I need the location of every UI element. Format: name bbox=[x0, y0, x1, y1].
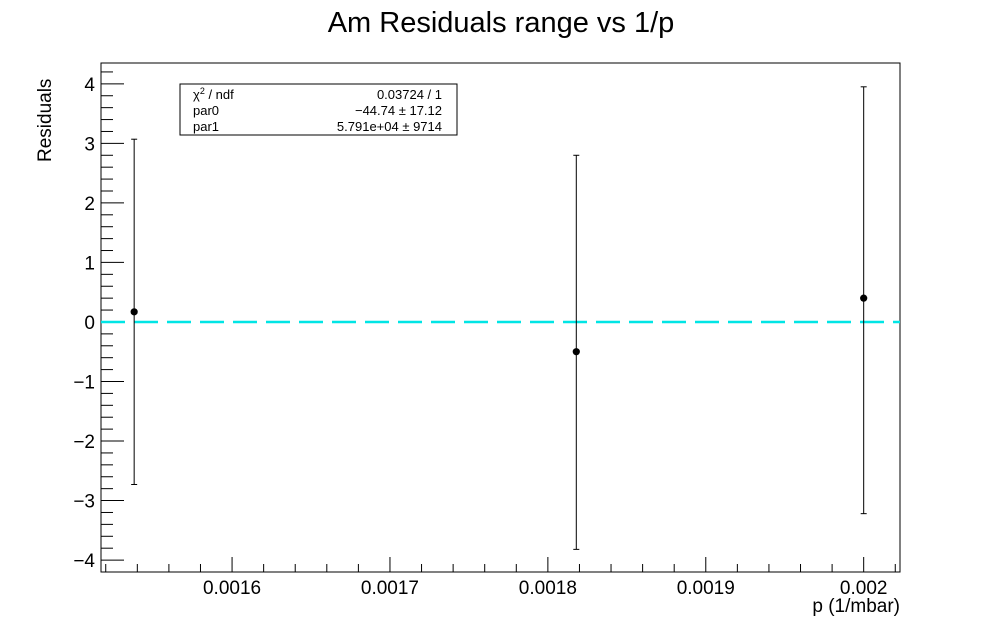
y-tick-label: 4 bbox=[84, 75, 95, 96]
y-tick-label: −4 bbox=[73, 551, 95, 572]
minor-ticks bbox=[101, 71, 896, 573]
x-tick-label: 0.0018 bbox=[519, 578, 577, 599]
plot-frame bbox=[100, 62, 901, 573]
fit-stats-box: χ2 / ndf 0.03724 / 1 par0 −44.74 ± 17.12 par… bbox=[179, 83, 458, 136]
stats-box-frame bbox=[179, 83, 458, 136]
stats-row-value: 0.03724 / 1 bbox=[377, 87, 442, 102]
tick-labels: 0.0016 0.0017 0.0018 0.0019 0.002 −4 −3 −2 −1 0 1 2… bbox=[73, 75, 887, 599]
x-tick-label: 0.0019 bbox=[677, 578, 735, 599]
y-tick-label: 0 bbox=[84, 313, 95, 334]
stats-row-value: −44.74 ± 17.12 bbox=[355, 103, 442, 118]
data-point bbox=[572, 348, 580, 356]
stats-row-label: χ2 / ndf bbox=[193, 86, 234, 102]
data-points bbox=[130, 86, 868, 550]
axis-ticks bbox=[101, 83, 865, 572]
y-tick-label: −1 bbox=[73, 372, 95, 393]
chart-title: Am Residuals range vs 1/p bbox=[328, 7, 675, 39]
y-axis-label: Residuals bbox=[35, 79, 56, 162]
stats-row-label: par1 bbox=[193, 119, 219, 134]
y-tick-label: 2 bbox=[84, 194, 95, 215]
x-axis-label: p (1/mbar) bbox=[812, 596, 900, 617]
stats-row-value: 5.791e+04 ± 9714 bbox=[337, 119, 442, 134]
y-tick-label: −2 bbox=[73, 432, 95, 453]
x-tick-label: 0.002 bbox=[840, 578, 888, 599]
data-point bbox=[130, 308, 138, 316]
y-tick-label: 1 bbox=[84, 253, 95, 274]
x-tick-label: 0.0016 bbox=[203, 578, 261, 599]
data-point bbox=[860, 294, 868, 302]
x-tick-label: 0.0017 bbox=[361, 578, 419, 599]
y-tick-label: 3 bbox=[84, 134, 95, 155]
stats-row-label: par0 bbox=[193, 103, 219, 118]
y-tick-label: −3 bbox=[73, 492, 95, 513]
